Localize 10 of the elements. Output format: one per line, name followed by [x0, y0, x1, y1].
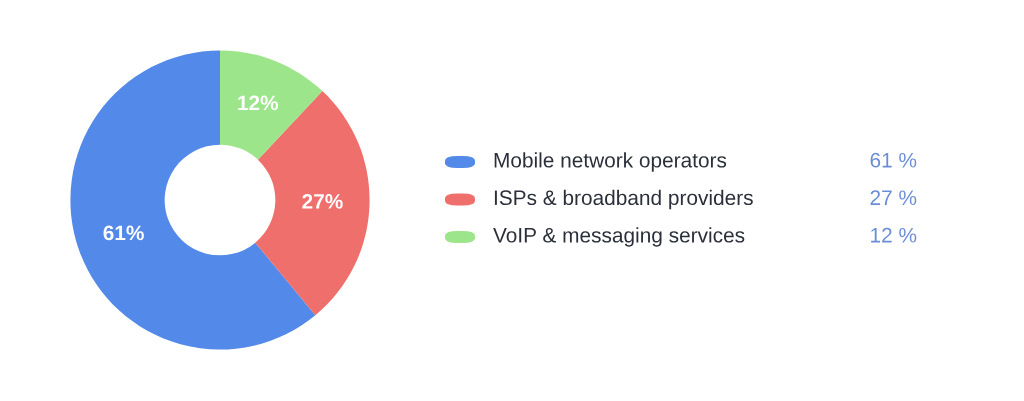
legend-label: VoIP & messaging services — [493, 227, 745, 247]
data-label: 27% — [302, 194, 343, 209]
legend-label: ISPs & broadband providers — [494, 189, 753, 210]
data-label: 12% — [238, 95, 279, 111]
donut-slice — [220, 50, 323, 160]
text: 61 % — [870, 152, 917, 168]
data-label: 61% — [103, 225, 144, 241]
legend-label: Mobile network operators — [494, 152, 727, 172]
text: 27 % — [870, 190, 917, 206]
text: 12 % — [871, 227, 917, 243]
